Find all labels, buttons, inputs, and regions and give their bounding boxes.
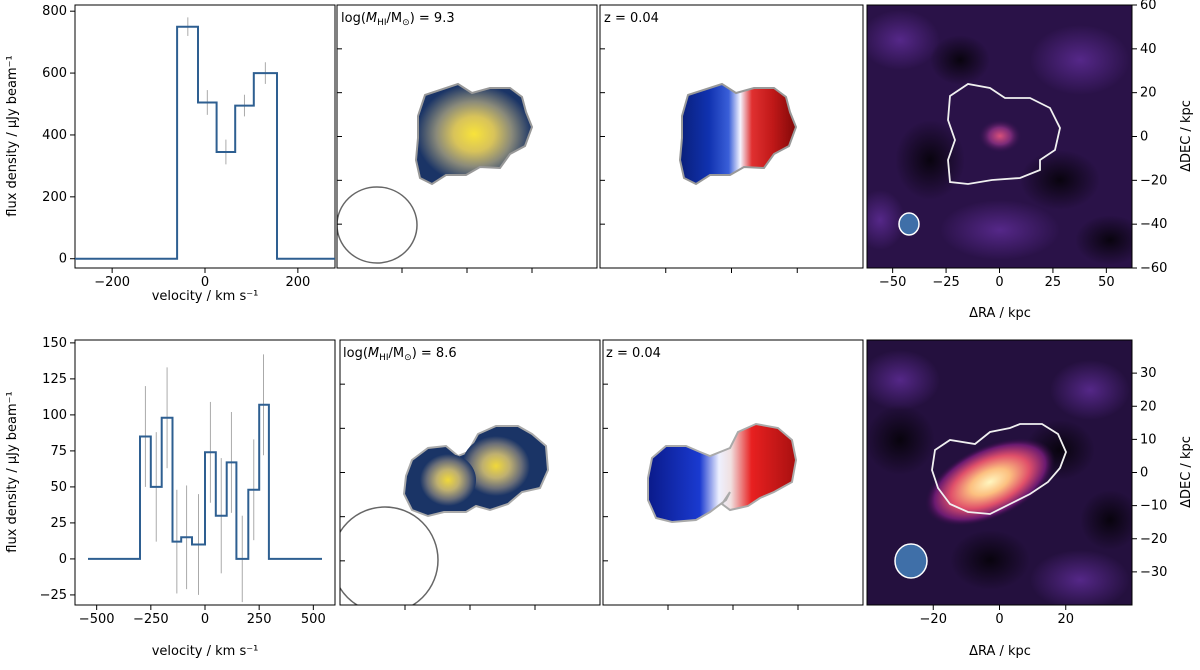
moment1-label-top: z = 0.04 (604, 11, 659, 26)
y-tick-label: 60 (1140, 0, 1157, 13)
spectrum-axes-frame (74, 4, 336, 269)
moment1-velocity-map (647, 422, 798, 524)
y-tick-label: 20 (1140, 86, 1157, 101)
y-tick-label: 30 (1140, 366, 1157, 381)
x-tick-label: −500 (79, 612, 115, 627)
y-tick-label: 400 (42, 128, 67, 143)
beam-ellipse (337, 186, 418, 264)
x-tick-label: 0 (995, 275, 1003, 290)
moment1-ticks-bottom (603, 383, 799, 610)
optical-ylabel-bottom: ΔDEC / kpc (1179, 436, 1194, 508)
y-tick-label: 50 (50, 480, 67, 495)
moment0-label-bottom: log(MHI/M⊙) = 8.6 (343, 346, 457, 363)
y-tick-label: 150 (42, 336, 67, 351)
y-tick-label: 0 (1140, 466, 1148, 481)
y-tick-label: 800 (42, 4, 67, 19)
y-tick-label: 40 (1140, 42, 1157, 57)
optical-ticks-bottom: −20 0 20 −30 −20 −10 0 10 20 30 (920, 366, 1168, 627)
y-tick-label: 600 (42, 66, 67, 81)
hi-contour (947, 83, 1061, 185)
y-tick-label: 0 (1140, 130, 1148, 145)
y-tick-label: 125 (42, 372, 67, 387)
x-tick-label: 250 (247, 612, 272, 627)
moment0-hi-map (414, 82, 534, 186)
x-tick-label: 50 (1098, 275, 1115, 290)
y-tick-label: 75 (50, 444, 67, 459)
y-tick-label: −60 (1140, 261, 1167, 276)
x-tick-label: 0 (201, 612, 209, 627)
optical-xlabel-top: ΔRA / kpc (969, 306, 1031, 321)
moment1-panel-bottom: z = 0.04 (602, 339, 864, 610)
moment0-panel-top: log(MHI/M⊙) = 9.3 (336, 4, 598, 273)
optical-panel-top: −50 −25 0 25 50 −60 −40 −20 0 20 40 60 ΔRA / kpc ΔD… (866, 0, 1194, 321)
x-tick-label: −25 (932, 275, 959, 290)
moment1-velocity-map (678, 82, 798, 186)
optical-panel-bottom: −20 0 20 −30 −20 −10 0 10 20 30 ΔRA / kpc ΔDEC / … (866, 339, 1194, 659)
x-tick-label: 200 (285, 275, 310, 290)
x-tick-label: 500 (301, 612, 326, 627)
x-tick-label: −200 (94, 275, 130, 290)
y-tick-label: 10 (1140, 432, 1157, 447)
moment0-label-top: log(MHI/M⊙) = 9.3 (341, 11, 455, 28)
x-tick-label: 20 (1057, 612, 1074, 627)
spectrum-xlabel-top: velocity / km s⁻¹ (152, 289, 259, 304)
y-tick-label: 25 (50, 516, 67, 531)
spectrum-ticks-top: −200 0 200 0 200 400 600 800 (42, 4, 310, 290)
y-tick-label: −20 (1140, 532, 1167, 547)
spectrum-line-bottom (88, 403, 322, 560)
spectrum-ylabel-top: flux density / μJy beam⁻¹ (5, 55, 20, 216)
x-tick-label: 0 (995, 612, 1003, 627)
optical-xlabel-bottom: ΔRA / kpc (969, 644, 1031, 659)
moment0-ticks-bottom (340, 383, 536, 610)
y-tick-label: 20 (1140, 399, 1157, 414)
spectrum-ylabel-bottom: flux density / μJy beam⁻¹ (5, 391, 20, 552)
y-tick-label: −10 (1140, 499, 1167, 514)
spectrum-line-top (75, 25, 335, 260)
hi-contour (931, 423, 1067, 515)
y-tick-label: −25 (40, 588, 67, 603)
optical-galaxy-source (978, 119, 1022, 153)
optical-ylabel-top: ΔDEC / kpc (1179, 100, 1194, 172)
moment1-panel-top: z = 0.04 (599, 4, 864, 273)
beam-ellipse (894, 543, 928, 579)
y-tick-label: 200 (42, 190, 67, 205)
x-tick-label: 0 (201, 275, 209, 290)
y-tick-label: −20 (1140, 173, 1167, 188)
y-tick-label: −30 (1140, 565, 1167, 580)
moment1-ticks-top (600, 48, 798, 273)
y-tick-label: 0 (59, 552, 67, 567)
spectrum-xlabel-bottom: velocity / km s⁻¹ (152, 644, 259, 659)
beam-ellipse (340, 506, 439, 605)
optical-galaxy-source (924, 437, 1056, 527)
optical-ticks-top: −50 −25 0 25 50 −60 −40 −20 0 20 40 60 (879, 0, 1168, 290)
x-tick-label: −250 (133, 612, 169, 627)
x-tick-label: −50 (879, 275, 906, 290)
y-tick-label: −40 (1140, 217, 1167, 232)
y-tick-label: 0 (59, 252, 67, 267)
moment1-label-bottom: z = 0.04 (606, 346, 661, 361)
x-tick-label: −20 (920, 612, 947, 627)
moment0-ticks-top (337, 48, 533, 273)
x-tick-label: 25 (1045, 275, 1062, 290)
moment0-panel-bottom: log(MHI/M⊙) = 8.6 (339, 339, 601, 610)
beam-ellipse (898, 212, 920, 236)
y-tick-label: 100 (42, 408, 67, 423)
